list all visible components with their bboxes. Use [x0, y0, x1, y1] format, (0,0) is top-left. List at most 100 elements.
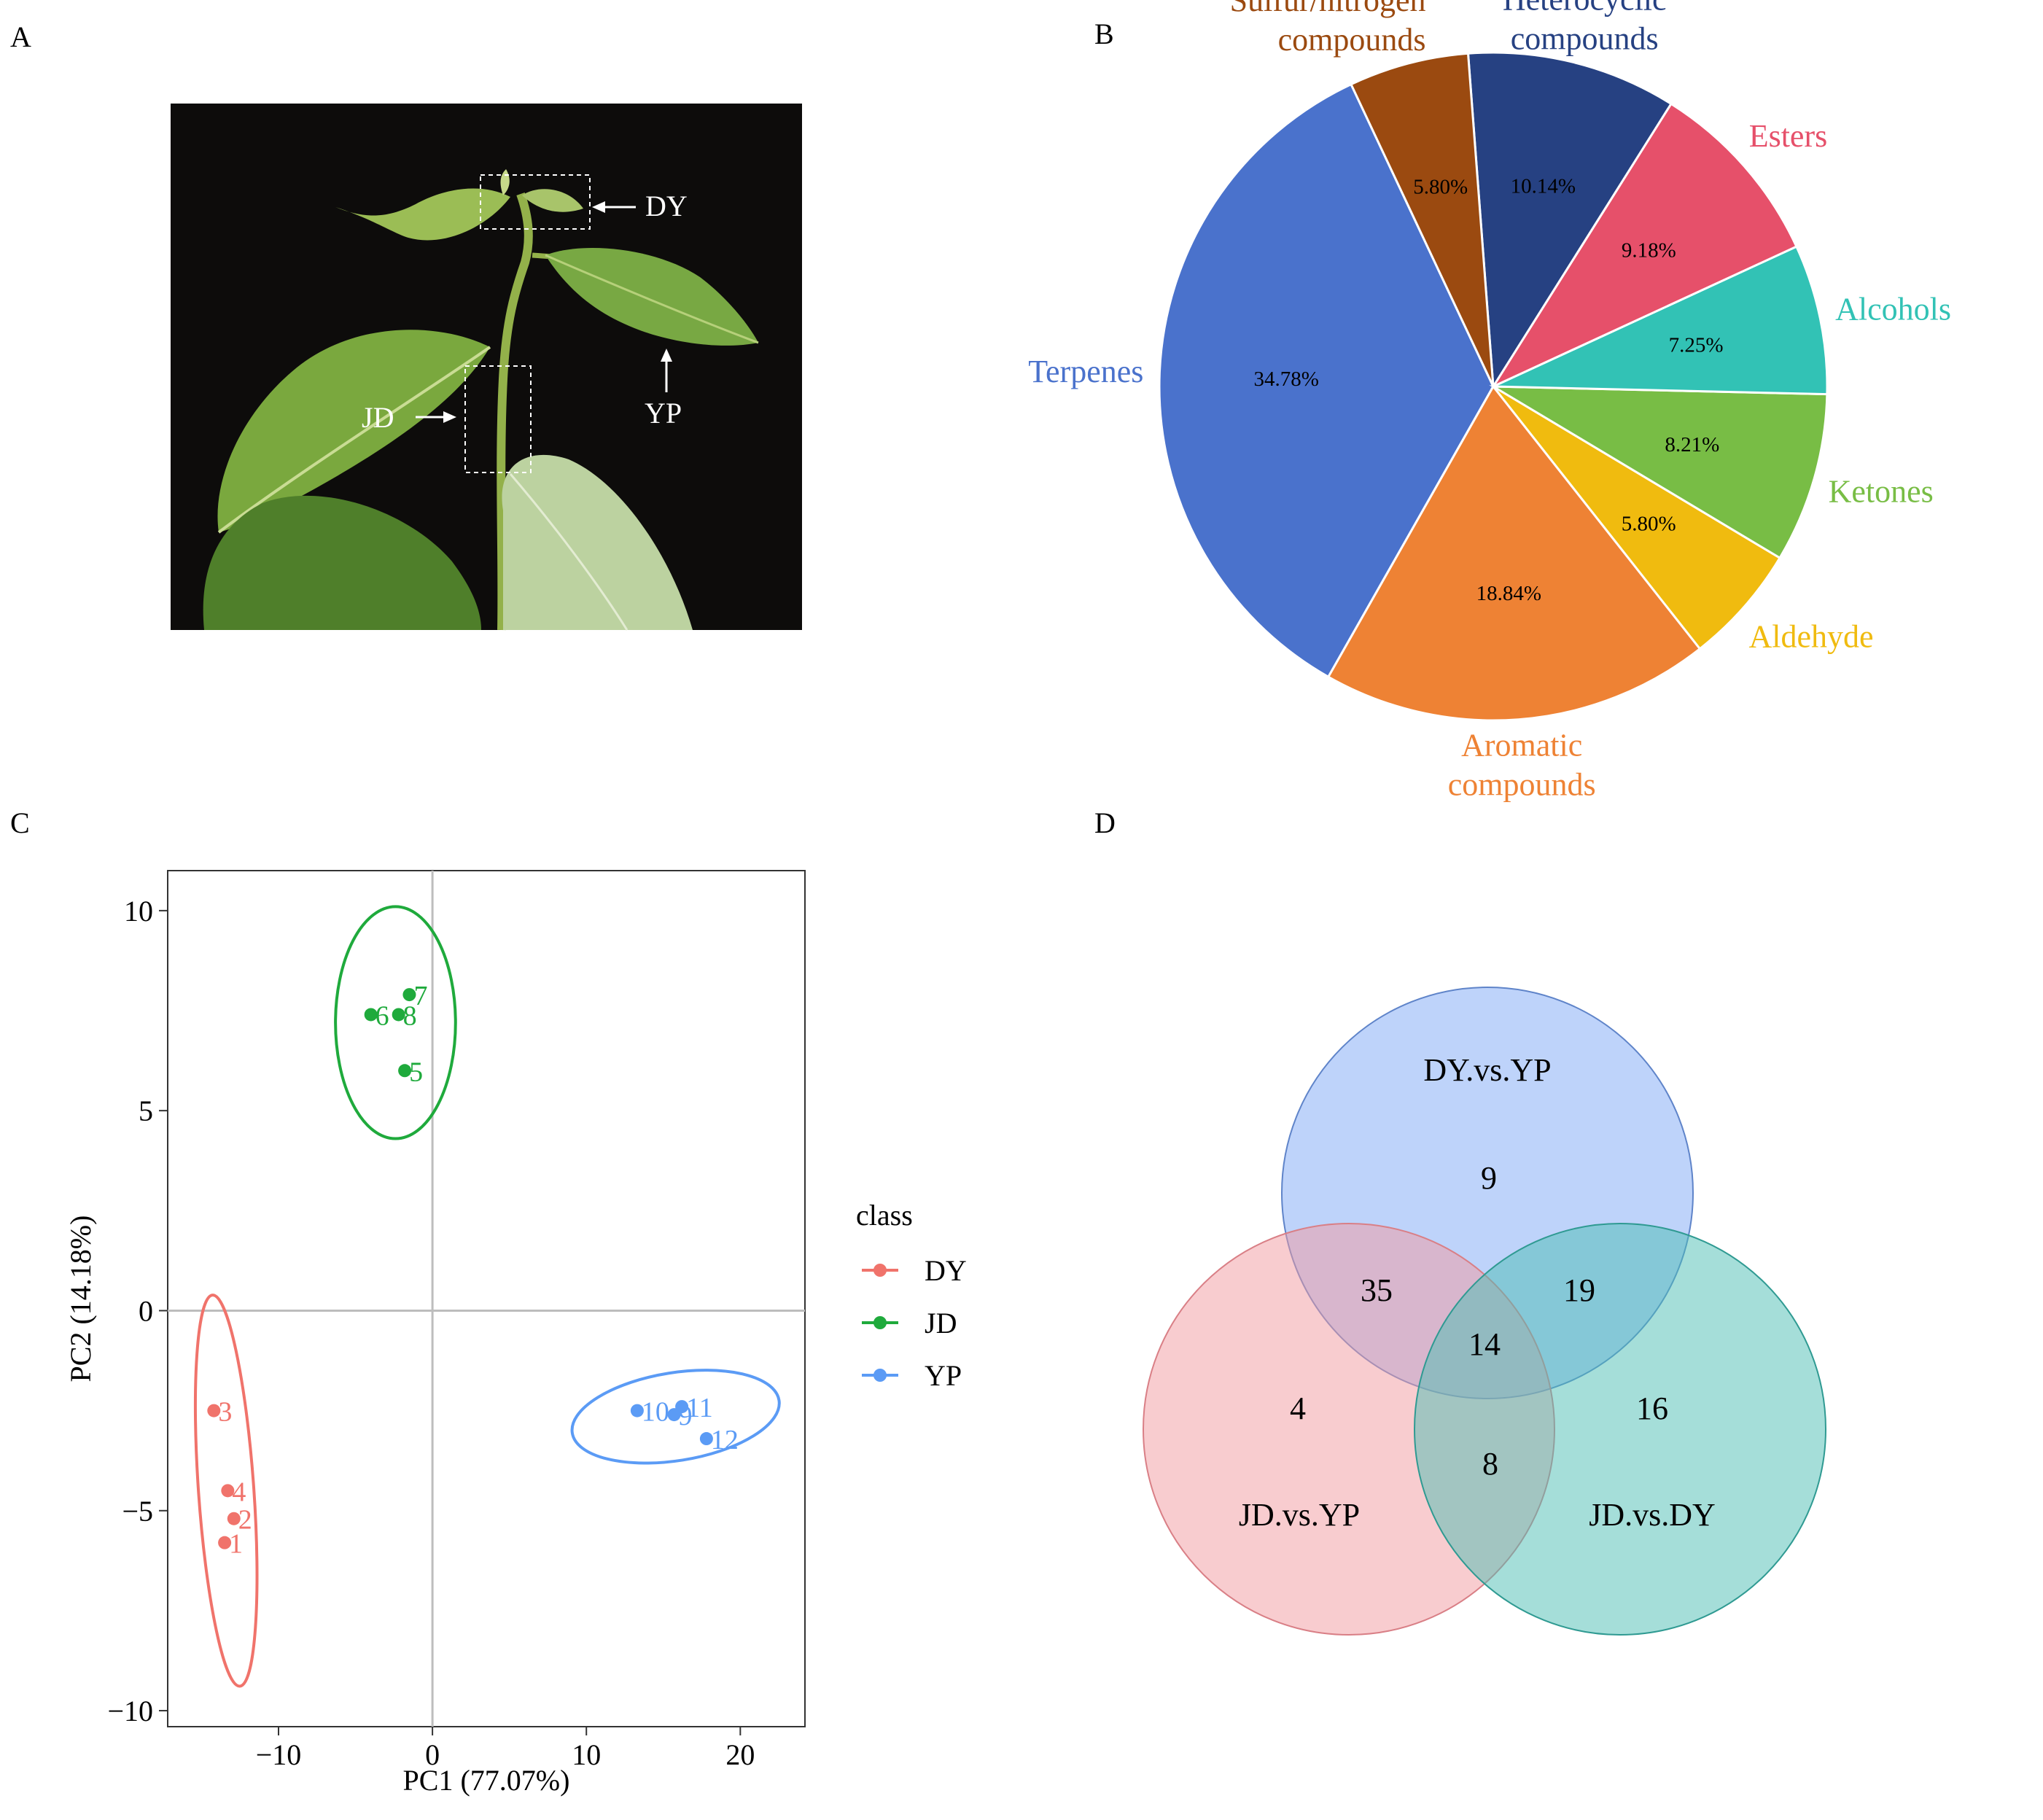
pie-label-sulfur-nitrogen-compounds: Sulfur/nitrogen compounds: [1230, 0, 1426, 58]
pie-slice-heterocyclic-compounds: [1466, 51, 1673, 390]
pca-y-axis-title: PC2 (14.18%): [64, 1216, 97, 1382]
y-tick-label: 5: [139, 1094, 153, 1127]
pie-pct-alcohols: 7.25%: [1669, 333, 1724, 357]
panel-label-a: A: [10, 20, 31, 53]
photo-label-jd: JD: [362, 401, 394, 434]
point-5: [398, 1064, 412, 1078]
point-8: [392, 1008, 405, 1022]
venn-circle-jd-vs-dy: [1414, 1223, 1826, 1636]
pca-legend: class DY JD YP: [856, 1199, 967, 1392]
leaf-dy-left: [335, 188, 510, 241]
panel-label-d: D: [1094, 806, 1116, 839]
legend-marker-jd: [873, 1316, 887, 1329]
legend-marker-yp: [873, 1369, 887, 1382]
pie-slice-esters: [1490, 102, 1798, 389]
point-6: [364, 1008, 378, 1022]
pca-x-axis-title: PC1 (77.07%): [403, 1764, 570, 1797]
venn-count-jdyp-only: 4: [1290, 1391, 1306, 1426]
pie-label-ketones: Ketones: [1829, 473, 1934, 509]
pie-pct-terpenes: 34.78%: [1254, 368, 1319, 391]
pie-pct-sulfur-nitrogen-compounds: 5.80%: [1413, 175, 1468, 198]
y-tick-label: 0: [139, 1294, 153, 1327]
pie-pct-heterocyclic-compounds: 10.14%: [1511, 174, 1576, 198]
point-label-7: 7: [413, 981, 427, 1011]
point-7: [402, 988, 416, 1002]
pie-pct-ketones: 8.21%: [1665, 433, 1719, 456]
point-11: [675, 1400, 689, 1414]
point-4: [221, 1484, 235, 1498]
plant-photo: DY JD YP: [171, 104, 802, 631]
pie-pct-aldehyde: 5.80%: [1622, 513, 1676, 536]
legend-title: class: [856, 1199, 913, 1232]
leaf-underside: [502, 454, 693, 630]
pie-slice-aromatic-compounds: [1326, 384, 1702, 722]
leaf-lower-dark: [203, 495, 481, 630]
venn-count-all: 14: [1468, 1326, 1501, 1362]
pie-pct-esters: 9.18%: [1622, 239, 1676, 262]
point-label-12: 12: [711, 1425, 739, 1455]
venn-diagram: DY.vs.YP JD.vs.YP JD.vs.DY 9 35 19 14 4 …: [1143, 987, 1826, 1636]
pie-slice-sulfur-nitrogen-compounds: [1349, 52, 1495, 387]
venn-count-jdyp-jddy: 8: [1482, 1446, 1498, 1482]
pie-slice-terpenes: [1158, 82, 1495, 679]
pca-ellipses: [193, 905, 781, 1688]
point-label-4: 4: [232, 1477, 246, 1507]
venn-count-dy-jdyp: 35: [1361, 1272, 1393, 1308]
main-stem: [497, 192, 533, 631]
jd-box: [464, 365, 532, 473]
pie-slice-aldehyde: [1492, 385, 1782, 650]
point-label-5: 5: [409, 1057, 423, 1087]
point-10: [630, 1404, 644, 1418]
point-label-11: 11: [686, 1393, 713, 1423]
pca-y-axis: −10 −5 0 5 10: [107, 895, 168, 1727]
y-tick-label: 10: [124, 895, 153, 928]
pie-label-terpenes: Terpenes: [1028, 354, 1143, 389]
leaf-yp-vein: [545, 254, 759, 344]
venn-count-jddy-only: 16: [1636, 1391, 1668, 1426]
point-label-1: 1: [229, 1529, 243, 1560]
point-label-3: 3: [218, 1397, 232, 1428]
legend-label-dy: DY: [925, 1254, 967, 1287]
point-label-10: 10: [642, 1397, 669, 1428]
ellipse-yp: [570, 1369, 781, 1465]
point-3: [207, 1404, 221, 1418]
x-tick-label: 20: [725, 1738, 755, 1771]
leaf-underside-vein: [509, 473, 629, 631]
pie-slice-alcohols: [1493, 245, 1829, 396]
venn-set-label-jd-vs-yp: JD.vs.YP: [1239, 1497, 1360, 1533]
legend-label-jd: JD: [925, 1307, 957, 1339]
point-2: [227, 1512, 241, 1525]
leaf-large-left: [217, 330, 490, 532]
x-tick-label: 0: [425, 1738, 440, 1771]
pie-label-esters: Esters: [1749, 118, 1828, 154]
ellipse-jd: [334, 905, 457, 1140]
y-tick-label: −10: [107, 1695, 153, 1727]
venn-count-dy-only: 9: [1481, 1160, 1497, 1196]
x-tick-label: −10: [256, 1738, 302, 1771]
pca-zero-lines: [168, 871, 805, 1727]
venn-set-label-dy-vs-yp: DY.vs.YP: [1423, 1052, 1551, 1088]
pca-x-axis: −10 0 10 20: [256, 1727, 755, 1771]
dy-arrowhead: [592, 201, 605, 213]
pie-slice-ketones: [1489, 385, 1829, 560]
pie-label-aldehyde: Aldehyde: [1748, 618, 1873, 654]
photo-label-dy: DY: [645, 190, 688, 222]
pie-label-heterocyclic-compounds: Heterocycliccompounds: [1503, 0, 1667, 56]
venn-set-label-jd-vs-dy: JD.vs.DY: [1589, 1497, 1716, 1533]
point-label-6: 6: [375, 1000, 389, 1031]
point-label-2: 2: [238, 1505, 252, 1536]
pie-label-alcohols: Alcohols: [1835, 291, 1951, 327]
pie-chart: 34.78% Terpenes 18.84% Aromatic compounds 5.8…: [1028, 0, 1951, 803]
legend-marker-dy: [873, 1264, 887, 1277]
pie-pct-aromatic-compounds: 18.84%: [1476, 582, 1541, 605]
yp-arrowhead: [661, 349, 672, 362]
legend-label-yp: YP: [925, 1359, 962, 1392]
jd-arrowhead: [443, 411, 456, 423]
point-1: [218, 1536, 232, 1549]
panel-label-b: B: [1094, 18, 1114, 50]
leaf-dy-right: [522, 189, 583, 212]
point-12: [699, 1432, 713, 1446]
